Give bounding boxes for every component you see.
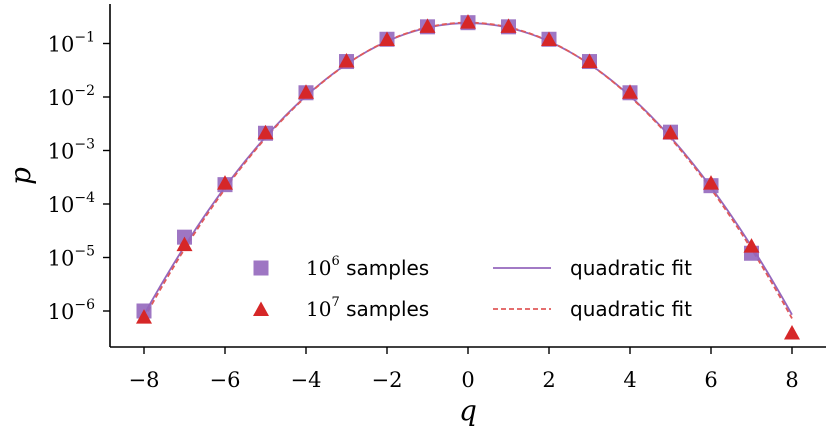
x-tick-label: −6 xyxy=(210,368,241,392)
legend-label-fit-1: quadratic fit xyxy=(570,256,692,280)
y-tick-label: 10−2 xyxy=(48,83,95,110)
legend-marker-triangle xyxy=(253,301,269,316)
data-point-s2-15 xyxy=(743,238,760,253)
fit-line-2 xyxy=(143,21,793,319)
y-tick-label: 10−6 xyxy=(48,297,95,324)
x-tick-label: 0 xyxy=(461,368,474,392)
x-tick-label: −4 xyxy=(291,368,322,392)
x-ticks: −8 −6 −4 −2 0 2 4 6 8 xyxy=(129,347,799,392)
plot-area xyxy=(136,14,800,340)
data-point-s2-6 xyxy=(379,31,395,47)
data-point-s2-0 xyxy=(136,309,152,324)
data-point-s2-14 xyxy=(703,175,719,190)
legend-marker-square xyxy=(253,260,269,276)
x-tick-label: 2 xyxy=(542,368,555,392)
y-axis-title: p xyxy=(4,167,37,185)
data-point-s2-2 xyxy=(217,175,233,190)
legend-label-series-2: 107 samples xyxy=(306,295,429,321)
x-axis-title: q xyxy=(459,394,477,427)
y-tick-label: 10−3 xyxy=(48,137,95,164)
x-tick-label: 4 xyxy=(623,368,636,392)
data-point-s2-16 xyxy=(784,324,800,340)
data-point-s2-8 xyxy=(460,14,476,29)
markers xyxy=(136,14,800,340)
data-point-s2-9 xyxy=(500,18,517,33)
data-point-s2-5 xyxy=(338,53,355,68)
legend: 106 samples 107 samples quadratic fit quadr… xyxy=(253,254,692,321)
y-ticks: 10−6 10−5 10−4 10−3 10−2 10−1 xyxy=(48,30,110,324)
y-tick-label: 10−5 xyxy=(48,244,95,271)
data-point-s2-12 xyxy=(622,84,638,99)
data-point-s2-4 xyxy=(298,84,314,99)
y-tick-label: 10−4 xyxy=(48,190,95,217)
x-tick-label: 8 xyxy=(785,368,798,392)
data-point-s2-13 xyxy=(662,124,679,140)
data-point-s2-10 xyxy=(541,31,557,47)
data-point-s2-3 xyxy=(257,124,274,140)
y-tick-label: 10−1 xyxy=(48,30,95,57)
x-tick-label: −2 xyxy=(372,368,403,392)
legend-label-fit-2: quadratic fit xyxy=(570,297,692,321)
data-point-s2-7 xyxy=(419,18,436,33)
data-point-s2-11 xyxy=(581,53,598,69)
x-tick-label: −8 xyxy=(129,368,160,392)
legend-label-series-1: 106 samples xyxy=(306,254,429,280)
x-tick-label: 6 xyxy=(704,368,717,392)
data-point-s2-1 xyxy=(176,236,193,252)
fit-lines xyxy=(143,21,793,319)
